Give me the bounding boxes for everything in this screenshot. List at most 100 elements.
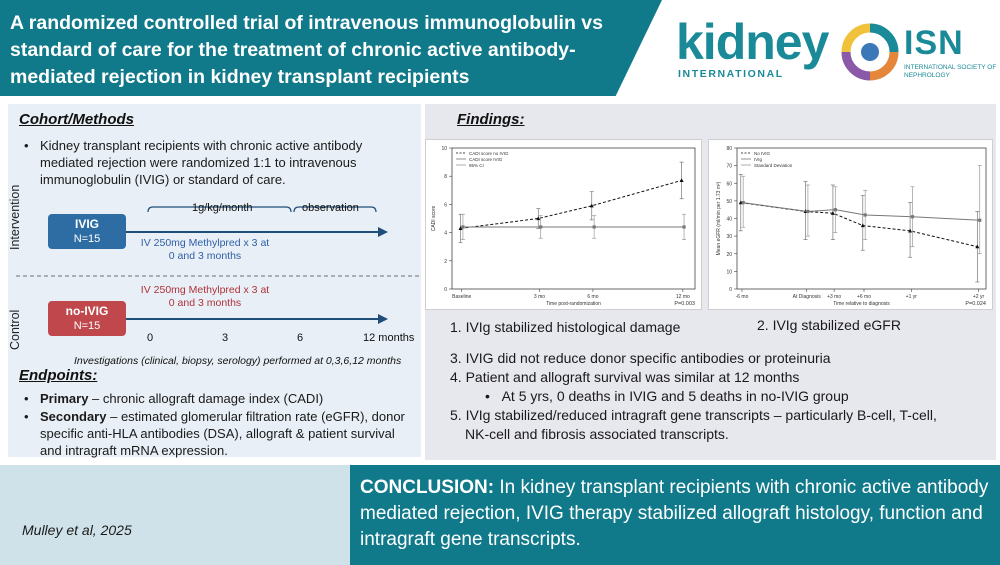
egfr-chart: 0 10 20 30 40 50 60 70 80 -6 mo At Diagnosis +3 mo +… — [708, 139, 993, 310]
data-point — [908, 228, 913, 233]
x-tick-label: 6 mo — [587, 294, 598, 300]
secondary-text: – estimated glomerular filtration rate (… — [40, 409, 405, 458]
data-point — [863, 213, 867, 217]
data-point — [806, 209, 810, 214]
bullet-dot: • — [24, 391, 29, 406]
egfr-chart-svg: 0 10 20 30 40 50 60 70 80 -6 mo At Diagnosis +3 mo +… — [716, 146, 987, 307]
conclusion: CONCLUSION: In kidney transplant recipie… — [360, 475, 990, 553]
finding-5-line1: 5. IVIg stabilized/reduced intragraft ge… — [450, 407, 937, 423]
header: A randomized controlled trial of intrave… — [0, 0, 1000, 98]
page-title: A randomized controlled trial of intrave… — [10, 12, 603, 88]
x-tick-label: 3 mo — [534, 294, 545, 300]
isn-logo-word: ISN — [904, 24, 964, 62]
primary-text: – chronic allograft damage index (CADI) — [88, 391, 324, 406]
x-tick-label: +2 yr — [973, 294, 985, 300]
timepoint-0: 0 — [147, 332, 154, 344]
finding-4-sub-text: At 5 yrs, 0 deaths in IVIG and 5 deaths … — [501, 388, 849, 404]
data-point — [461, 225, 465, 229]
y-tick-label: 10 — [726, 269, 732, 275]
cohort-text: Kidney transplant recipients with chroni… — [40, 138, 363, 187]
trial-design-diagram: Intervention IVIG N=15 1g/kg/month obser… — [8, 185, 421, 450]
x-tick-label: 12 mo — [676, 294, 690, 300]
data-point — [682, 225, 686, 229]
cadi-chart-svg: 0 2 4 6 8 10 Baseline 3 mo 6 mo 12 mo Time post-ra… — [431, 146, 696, 307]
findings-panel: Findings: 0 2 4 6 8 10 Baseline 3 mo 6 mo 12 mo Ti… — [425, 104, 996, 460]
ivig-methylpred: IV 250mg Methylpred x 3 at 0 and 3 month… — [140, 237, 270, 262]
bullet-dot: • — [485, 388, 490, 404]
title-band — [0, 0, 662, 96]
secondary-lead: Secondary — [40, 409, 107, 424]
x-tick-label: -6 mo — [736, 294, 749, 300]
conclusion-band: CONCLUSION: In kidney transplant recipie… — [350, 465, 1000, 565]
data-point — [860, 223, 865, 228]
timepoint-12: 12 months — [363, 332, 415, 344]
p-value: P=0.003 — [674, 301, 695, 307]
kidney-logo-word: kidney — [676, 14, 829, 70]
primary-lead: Primary — [40, 391, 89, 406]
timepoint-6: 6 — [297, 332, 304, 344]
y-tick-label: 30 — [726, 234, 732, 240]
data-point — [458, 226, 463, 230]
y-tick-label: 0 — [444, 287, 447, 293]
investigations-note: Investigations (clinical, biopsy, serolo… — [74, 355, 402, 367]
data-point — [536, 216, 541, 221]
legend-entry: 95% CI — [469, 163, 484, 168]
plot-frame — [451, 147, 696, 290]
x-tick-label: +6 mo — [857, 294, 871, 300]
finding-4-sub: • At 5 yrs, 0 deaths in IVIG and 5 death… — [485, 387, 849, 405]
cadi-chart: 0 2 4 6 8 10 Baseline 3 mo 6 mo 12 mo Time post-ra… — [425, 139, 702, 310]
data-point — [679, 178, 684, 183]
observation-label: observation — [302, 202, 359, 214]
ivig-timeline — [126, 206, 388, 237]
conclusion-lead: CONCLUSION: — [360, 477, 495, 498]
bullet-dot: • — [24, 409, 29, 424]
timepoint-3: 3 — [222, 332, 229, 344]
x-axis-label: Time post-randomization — [546, 301, 601, 307]
data-point — [592, 225, 596, 229]
finding-3: 3. IVIG did not reduce donor specific an… — [450, 350, 831, 366]
y-tick-label: 8 — [444, 174, 447, 180]
data-point — [741, 201, 745, 205]
ivig-arm-name: IVIG — [74, 217, 99, 231]
y-axis-label: Mean eGFR (ml/min per 1.73 m²) — [716, 181, 722, 255]
x-axis-label: Time relative to diagnosis — [833, 301, 890, 307]
cohort-description: • Kidney transplant recipients with chro… — [24, 137, 412, 188]
dose-label: 1g/kg/month — [192, 202, 253, 214]
y-tick-label: 80 — [726, 146, 732, 152]
methods-panel: Cohort/Methods • Kidney transplant recip… — [8, 104, 421, 458]
p-value: P=0.024 — [965, 301, 986, 307]
y-tick-label: 4 — [444, 231, 447, 237]
finding-4: 4. Patient and allograft survival was si… — [450, 369, 800, 385]
data-point — [589, 203, 594, 208]
y-tick-label: 70 — [726, 164, 732, 170]
noivig-arm-name: no-IVIG — [65, 304, 109, 318]
data-point — [833, 208, 837, 212]
isn-emblem-icon — [841, 23, 899, 81]
y-tick-label: 2 — [444, 259, 447, 265]
primary-endpoint: • Primary – chronic allograft damage ind… — [24, 390, 412, 407]
series-line — [743, 202, 980, 221]
control-methylpred: IV 250mg Methylpred x 3 at 0 and 3 month… — [140, 284, 270, 309]
x-tick-label: +1 yr — [906, 294, 918, 300]
endpoints-heading: Endpoints: — [19, 367, 98, 384]
legend-entry: IVIg — [754, 157, 763, 162]
legend-entry: CADI score no IVIG — [469, 151, 509, 156]
y-axis-label: CADI score — [431, 206, 437, 232]
y-tick-label: 40 — [726, 217, 732, 223]
control-timeline — [126, 314, 388, 324]
legend-entry: CADI score IVIG — [469, 157, 503, 162]
x-tick-label: +3 mo — [827, 294, 841, 300]
data-point — [975, 244, 980, 249]
y-tick-label: 60 — [726, 181, 732, 187]
ivig-arm-n: N=15 — [73, 233, 101, 245]
bullet-dot: • — [24, 138, 29, 153]
ivig-arm-box: IVIG N=15 — [48, 214, 126, 249]
data-point — [910, 215, 915, 219]
kidney-international-logo: kidney INTERNATIONAL — [676, 14, 834, 82]
legend-entry: No IVIG — [754, 151, 771, 156]
data-point — [978, 218, 982, 222]
finding-1: 1. IVIg stabilized histological damage — [450, 319, 681, 335]
y-tick-label: 10 — [441, 146, 447, 152]
y-tick-label: 0 — [729, 287, 732, 293]
x-tick-label: At Diagnosis — [793, 294, 822, 300]
